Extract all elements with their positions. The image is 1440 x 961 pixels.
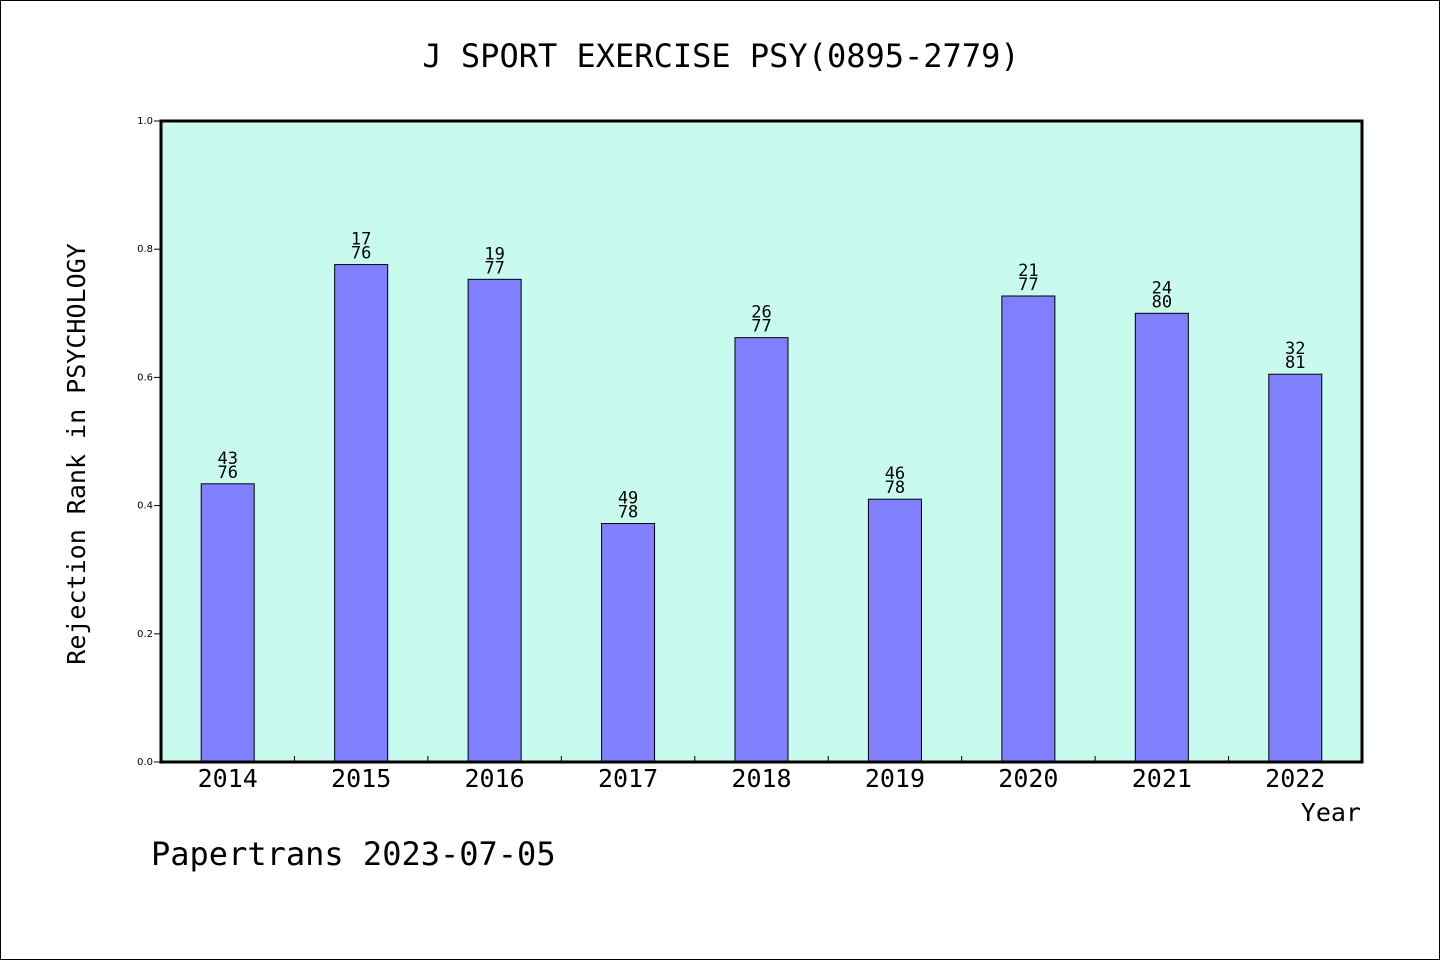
bar-label-rank: 46 xyxy=(885,464,905,484)
y-tick-label: 0.8 xyxy=(137,244,153,255)
bar-label-total: 76 xyxy=(351,244,371,264)
bar-label-rank: 21 xyxy=(1018,261,1038,281)
x-tick-label: 2020 xyxy=(998,764,1058,793)
y-tick-label: 0.6 xyxy=(137,372,153,383)
x-tick-label: 2014 xyxy=(198,764,258,793)
bar-label-total: 78 xyxy=(618,503,638,523)
bar-label-rank: 24 xyxy=(1152,278,1172,298)
x-tick-label: 2015 xyxy=(331,764,391,793)
bar-label-total: 77 xyxy=(751,317,771,337)
bar-label-total: 77 xyxy=(484,258,504,278)
bar-label-rank: 49 xyxy=(618,489,638,509)
y-axis-label: Rejection Rank in PSYCHOLOGY xyxy=(62,243,91,664)
x-tick-label: 2021 xyxy=(1132,764,1192,793)
x-axis-label: Year xyxy=(1301,798,1361,827)
bar xyxy=(867,498,922,763)
bar xyxy=(1001,295,1056,763)
footer-text: Papertrans 2023-07-05 xyxy=(151,835,556,873)
bar-label-total: 80 xyxy=(1152,292,1172,312)
bar xyxy=(200,483,255,763)
y-tick-label: 0.2 xyxy=(137,629,153,640)
bar-label-rank: 43 xyxy=(217,449,237,469)
x-tick-label: 2018 xyxy=(731,764,791,793)
bar-label-total: 81 xyxy=(1285,353,1305,373)
plot-border xyxy=(159,119,1364,764)
y-tick-label: 1.0 xyxy=(137,116,153,127)
y-tick-label: 0.0 xyxy=(137,757,153,768)
bar xyxy=(601,523,656,763)
chart-title: J SPORT EXERCISE PSY(0895-2779) xyxy=(422,37,1019,75)
bar-label-rank: 19 xyxy=(484,244,504,264)
bar-label-total: 76 xyxy=(217,463,237,483)
bar xyxy=(334,264,389,763)
x-axis: 2014 2015 2016 2017 2018 2019 2020 2021 2022 xyxy=(198,756,1325,793)
x-tick-label: 2022 xyxy=(1265,764,1325,793)
x-tick-label: 2017 xyxy=(598,764,658,793)
bar-label-rank: 32 xyxy=(1285,339,1305,359)
y-tick-label: 0.4 xyxy=(137,501,153,512)
x-tick-label: 2016 xyxy=(465,764,525,793)
bar xyxy=(734,337,789,763)
bar xyxy=(1134,312,1189,763)
bar xyxy=(1268,373,1323,763)
bar-label-rank: 17 xyxy=(351,230,371,250)
bar xyxy=(467,278,522,763)
x-tick-label: 2019 xyxy=(865,764,925,793)
bar-label-total: 78 xyxy=(885,478,905,498)
bar-label-total: 77 xyxy=(1018,275,1038,295)
bar-label-rank: 26 xyxy=(751,303,771,323)
y-axis: 0.0 0.2 0.4 0.6 0.8 1.0 xyxy=(137,116,161,768)
